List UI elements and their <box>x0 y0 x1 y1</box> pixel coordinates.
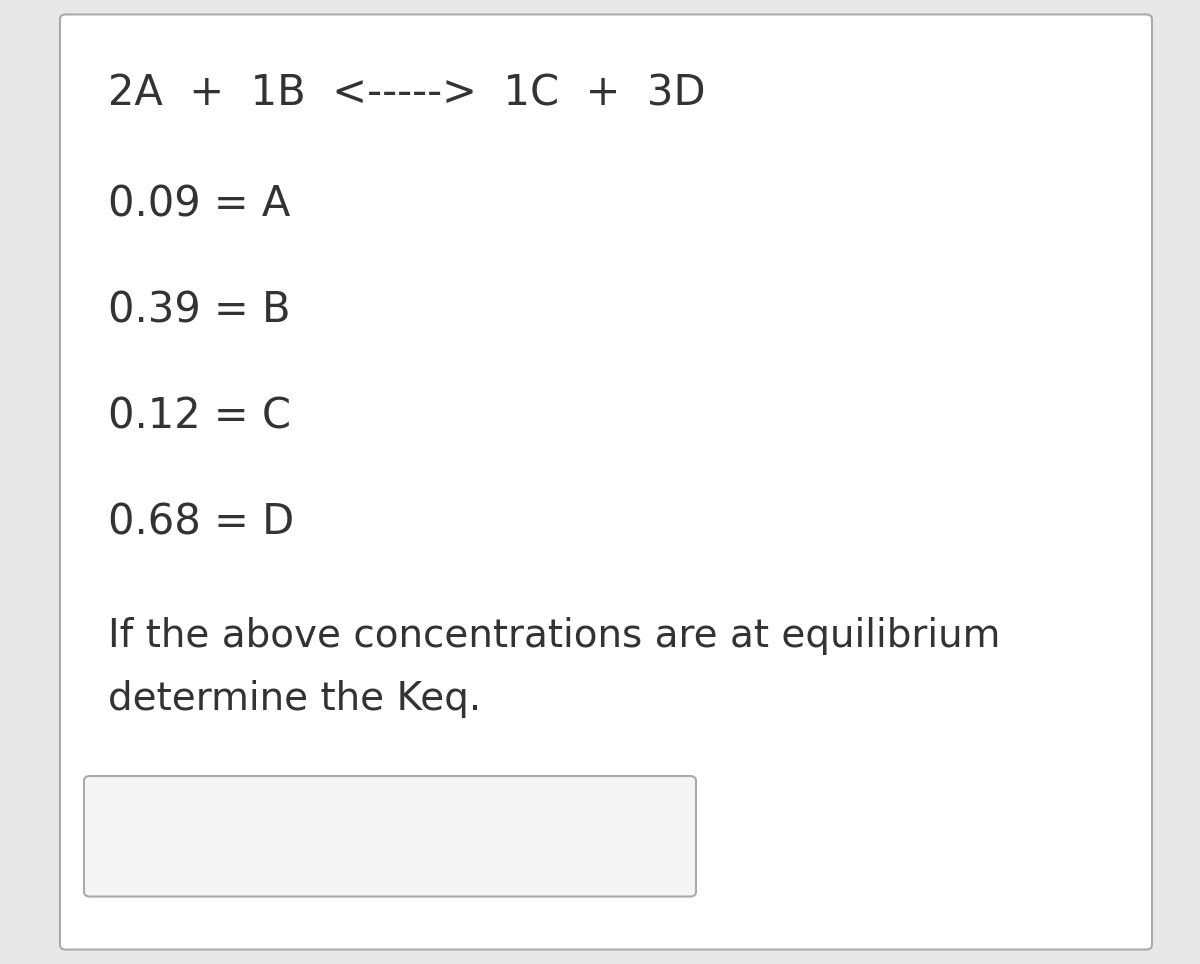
Text: 0.39 = B: 0.39 = B <box>108 289 290 332</box>
Text: If the above concentrations are at equilibrium: If the above concentrations are at equil… <box>108 617 1001 655</box>
Text: 0.12 = C: 0.12 = C <box>108 395 292 438</box>
Text: 0.09 = A: 0.09 = A <box>108 183 290 226</box>
Text: 0.68 = D: 0.68 = D <box>108 501 294 544</box>
Text: determine the Keq.: determine the Keq. <box>108 680 481 717</box>
Text: 2A  +  1B  <----->  1C  +  3D: 2A + 1B <-----> 1C + 3D <box>108 72 706 115</box>
